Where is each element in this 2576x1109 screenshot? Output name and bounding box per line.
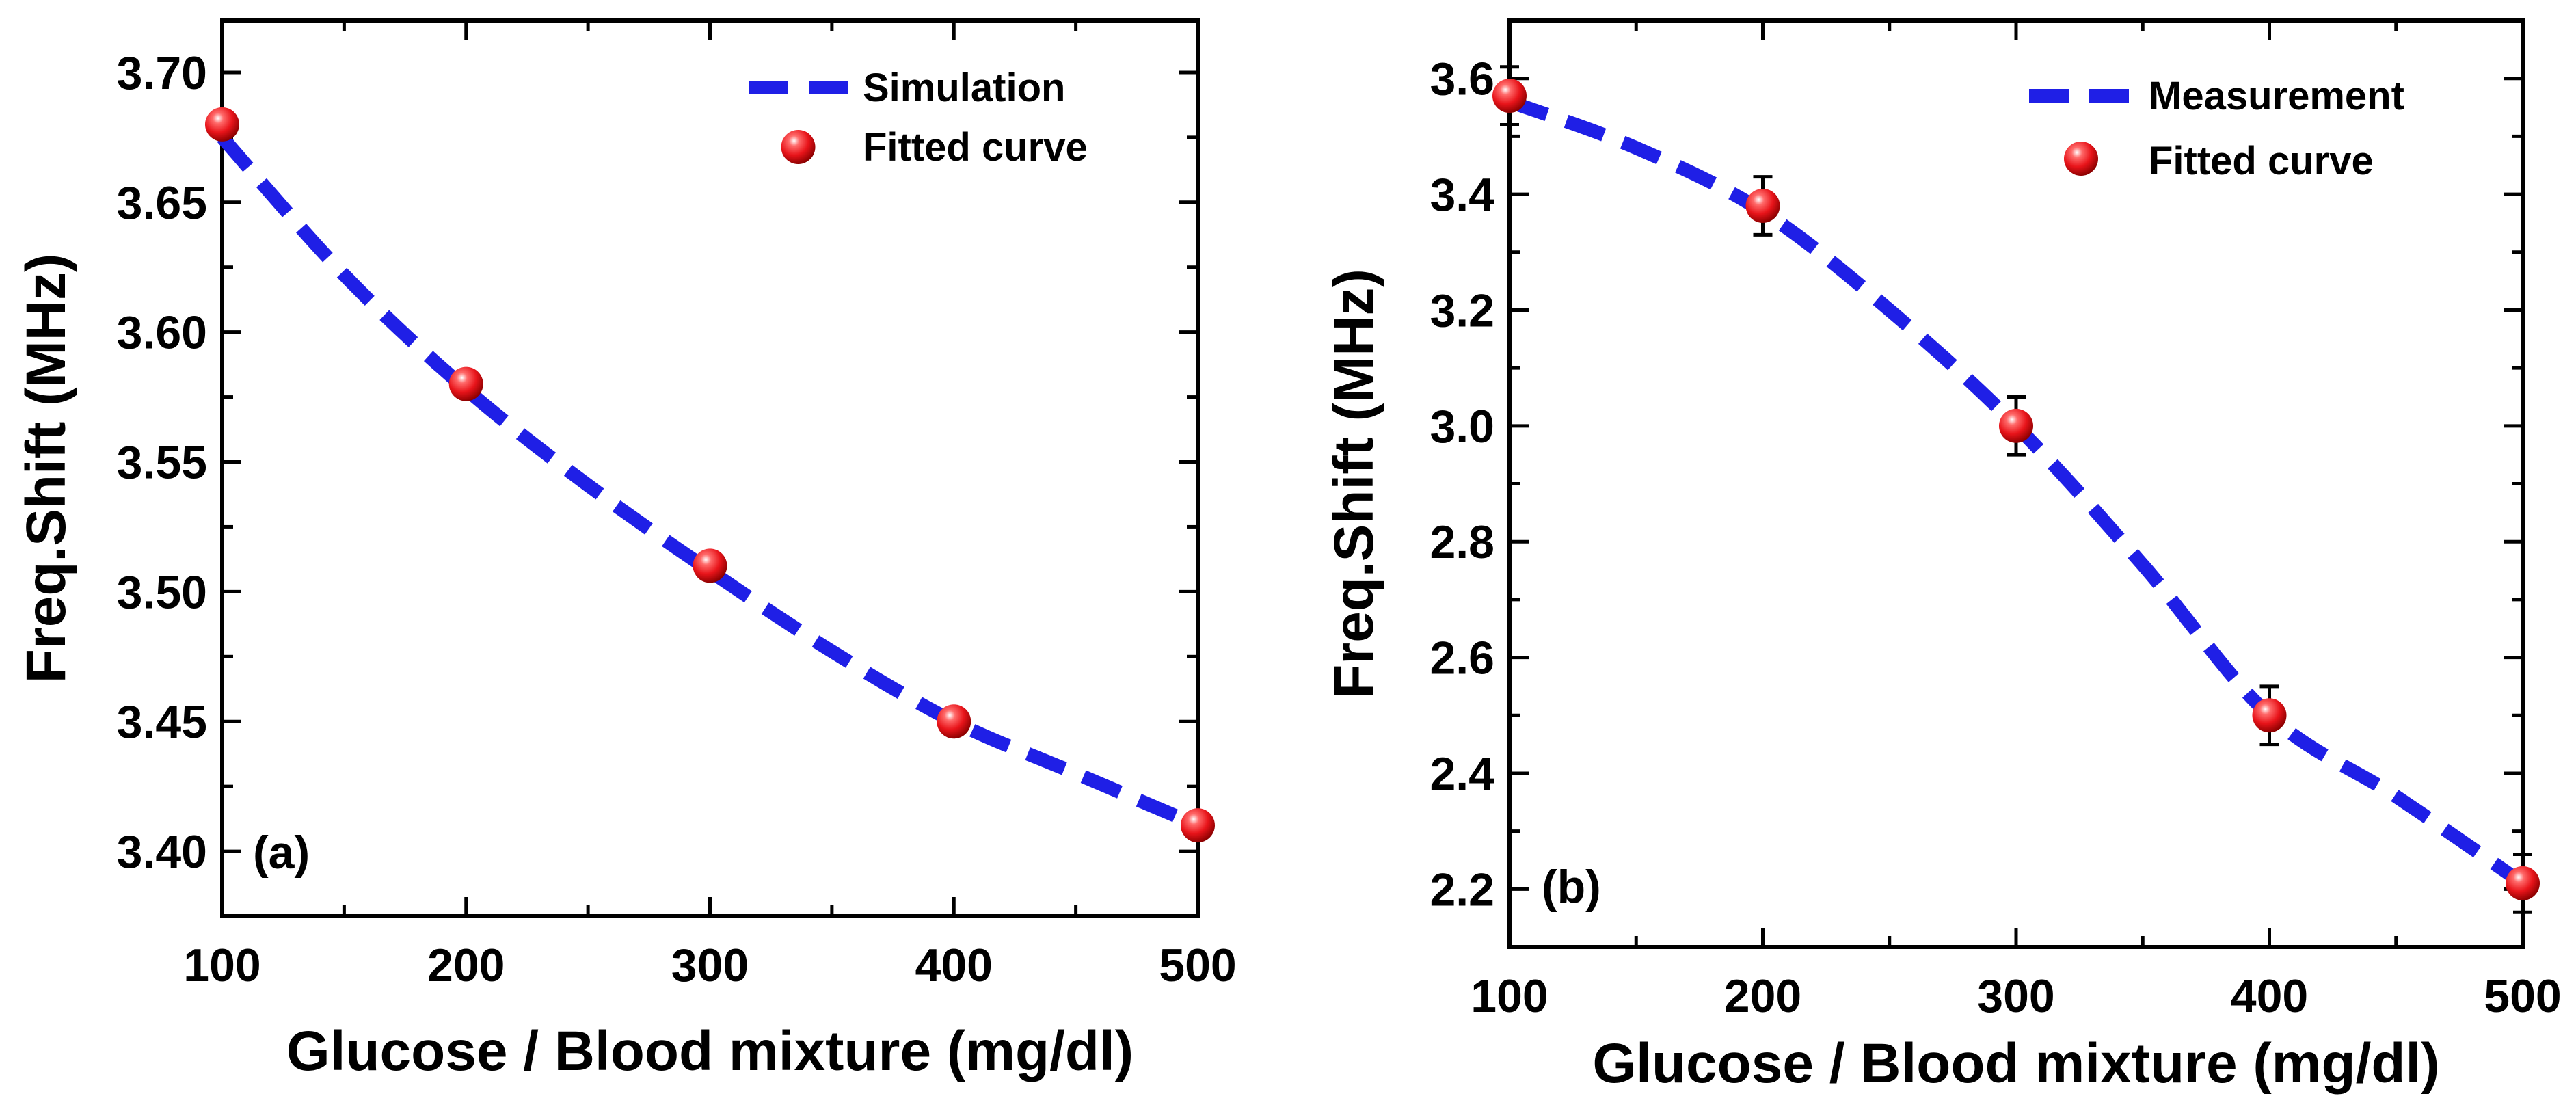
data-point: [937, 704, 971, 739]
legend-label: Simulation: [863, 66, 1065, 110]
y-tick-label: 3.70: [117, 47, 207, 99]
x-tick-label: 200: [427, 939, 505, 991]
y-tick-label: 2.2: [1430, 864, 1494, 916]
y-tick-label: 3.45: [117, 696, 207, 748]
data-point: [1492, 79, 1527, 113]
data-point: [2252, 698, 2287, 733]
x-tick-label: 200: [1724, 970, 1801, 1022]
y-tick-label: 2.6: [1430, 632, 1494, 684]
y-tick-label: 2.4: [1430, 748, 1494, 800]
y-tick-label: 3.0: [1430, 401, 1494, 453]
y-tick-label: 3.40: [117, 826, 207, 878]
y-tick-label: 3.6: [1430, 53, 1494, 105]
x-tick-label: 300: [1977, 970, 2054, 1022]
y-tick-label: 2.8: [1430, 516, 1494, 568]
y-tick-label: 3.2: [1430, 284, 1494, 336]
panel-label: (b): [1542, 861, 1601, 913]
y-tick-label: 3.60: [117, 307, 207, 359]
data-point: [205, 107, 239, 142]
x-tick-label: 500: [2484, 970, 2561, 1022]
x-axis-title: Glucose / Blood mixture (mg/dl): [286, 1020, 1133, 1082]
x-axis-title: Glucose / Blood mixture (mg/dl): [1592, 1032, 2439, 1095]
y-tick-label: 3.55: [117, 437, 207, 489]
series-line-measurement: [1507, 95, 2527, 890]
x-tick-label: 100: [183, 939, 260, 991]
y-axis-title: Freq.Shift (MHz): [1323, 269, 1385, 699]
chart-panel-a: 100 200 300 400 500 3.40 3.45 3.50 3.55 3.60 3.65 3…: [15, 18, 1237, 1082]
data-point: [448, 366, 483, 401]
data-point: [2506, 866, 2540, 900]
x-tick-label: 400: [2231, 970, 2308, 1022]
y-tick-label: 3.50: [117, 566, 207, 618]
legend-marker-swatch: [2064, 142, 2098, 176]
chart-panel-b: 100 200 300 400 500 2.2 2.4 2.6 2.8 3.0 3.2 3.4 3.6 G…: [1323, 18, 2562, 1095]
legend-marker-swatch: [781, 130, 816, 164]
panel-label: (a): [253, 827, 310, 879]
legend-label: Measurement: [2149, 74, 2404, 118]
x-tick-label: 300: [671, 939, 749, 991]
x-tick-label: 400: [915, 939, 993, 991]
legend-label: Fitted curve: [863, 125, 1088, 170]
data-point: [1181, 808, 1215, 843]
series-line-simulation: [217, 133, 1200, 832]
data-point: [693, 548, 727, 583]
x-tick-label: 100: [1471, 970, 1548, 1022]
x-tick-label: 500: [1159, 939, 1236, 991]
y-tick-label: 3.4: [1430, 169, 1494, 221]
y-axis-title: Freq.Shift (MHz): [15, 254, 77, 684]
data-point: [1745, 189, 1780, 223]
legend-label: Fitted curve: [2149, 139, 2374, 183]
y-tick-label: 3.65: [117, 177, 207, 229]
data-point: [1999, 408, 2033, 443]
